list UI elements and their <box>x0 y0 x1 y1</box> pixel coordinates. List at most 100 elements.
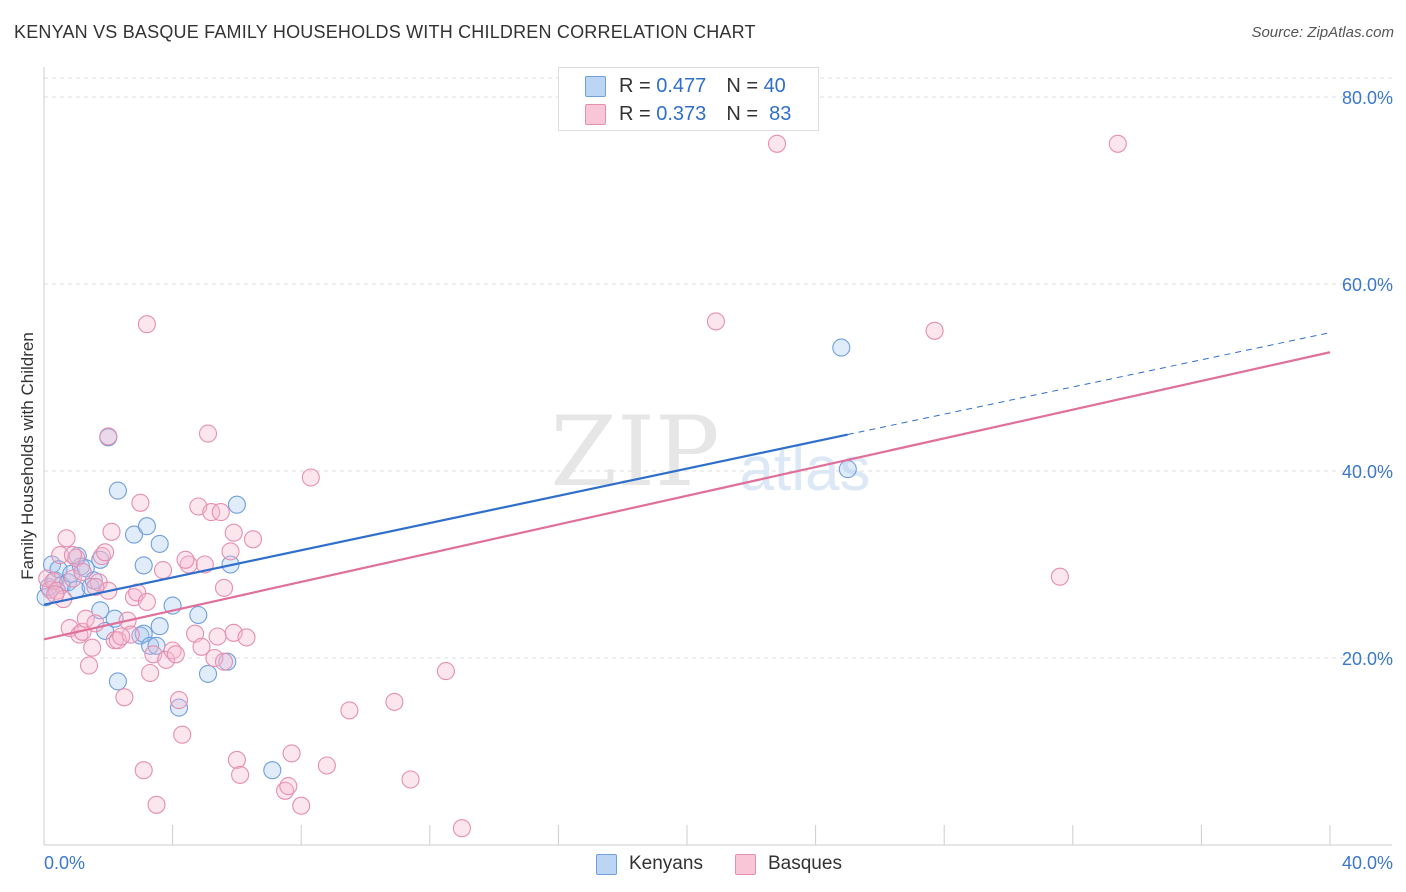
kenyans-point <box>108 672 127 691</box>
basques-point <box>282 744 301 763</box>
basques-point <box>83 638 102 657</box>
basques-point <box>224 523 243 542</box>
basques-point <box>96 543 115 562</box>
kenyans-point <box>150 534 169 553</box>
basques-point <box>214 578 234 597</box>
kenyans-legend-label: Kenyans <box>629 853 703 874</box>
basques-point <box>79 656 99 675</box>
y-tick-label: 60.0% <box>1342 275 1393 295</box>
basques-point <box>292 796 311 815</box>
y-tick-label: 40.0% <box>1342 462 1393 482</box>
basques-point <box>340 701 359 720</box>
basques-trend-line <box>43 351 1331 641</box>
legend-basques-n-value: 83 <box>769 102 792 125</box>
kenyans-point <box>832 338 851 357</box>
kenyans-point <box>124 525 144 544</box>
basques-point <box>86 577 105 596</box>
y-axis-label: Family Households with Children <box>18 332 37 580</box>
basques-point <box>63 569 82 588</box>
basques-point <box>767 134 787 153</box>
basques-point <box>176 550 195 569</box>
basques-point <box>706 312 725 331</box>
y-tick-label: 20.0% <box>1342 649 1393 669</box>
basques-point <box>317 756 336 775</box>
basques-point <box>243 530 263 549</box>
legend-r-label: R = <box>619 102 651 125</box>
basques-point <box>57 529 76 548</box>
basques-point <box>147 795 166 814</box>
basques-point <box>925 321 944 340</box>
kenyans-swatch-icon <box>585 75 606 97</box>
x-tick-label-min: 0.0% <box>44 853 85 873</box>
y-tick-label: 80.0% <box>1342 88 1393 108</box>
chart-source: Source: ZipAtlas.com <box>1251 24 1394 41</box>
kenyans-legend-icon <box>596 853 617 875</box>
basques-point <box>401 770 420 789</box>
legend-n-label: N = <box>726 102 758 125</box>
kenyans-point <box>169 698 189 717</box>
kenyans-point <box>189 605 208 625</box>
x-tick-label-max: 40.0% <box>1342 853 1393 873</box>
kenyans-point <box>108 481 127 500</box>
basques-point <box>279 777 298 796</box>
basques-point <box>102 522 121 541</box>
basques-point <box>166 645 185 664</box>
basques-point <box>452 819 471 838</box>
kenyans-point <box>137 517 156 536</box>
basques-point <box>231 765 250 784</box>
basques-point <box>169 691 189 710</box>
basques-point <box>227 750 246 769</box>
basques-point <box>205 648 224 668</box>
basques-point <box>173 725 192 744</box>
basques-point <box>134 761 153 780</box>
watermark-zip: ZIP <box>550 396 719 508</box>
kenyans-trend-extension <box>847 332 1331 436</box>
basques-point <box>198 424 218 443</box>
tick-labels: 20.0% 40.0% 60.0% 80.0% 0.0% 40.0% <box>44 88 1393 873</box>
basques-point <box>436 662 455 681</box>
basques-point <box>153 561 173 580</box>
basques-point <box>131 493 150 512</box>
basques-point <box>301 468 320 487</box>
kenyans-point <box>150 617 169 636</box>
kenyans-point <box>227 495 246 514</box>
basques-point <box>1108 134 1127 153</box>
legend-row-kenyans: R = 0.477 N = 40 <box>585 73 786 99</box>
basques-point <box>141 663 160 683</box>
kenyans-point <box>198 664 218 683</box>
legend-r-label: R = <box>619 74 651 97</box>
basques-legend-label: Basques <box>768 853 842 874</box>
basques-legend-icon <box>735 853 756 875</box>
basques-swatch-icon <box>585 103 606 125</box>
kenyans-point <box>838 460 857 479</box>
basques-point <box>221 542 240 561</box>
points-layer <box>36 134 1127 838</box>
basques-point <box>237 628 256 647</box>
bottom-legend-basques[interactable]: Basques <box>735 852 842 876</box>
basques-point <box>385 692 404 711</box>
basques-point <box>208 627 227 646</box>
legend-n-label: N = <box>726 74 758 97</box>
basques-point <box>214 652 234 671</box>
legend-row-basques: R = 0.373 N = 83 <box>585 101 791 127</box>
basques-point <box>1050 567 1069 586</box>
kenyans-point <box>263 761 282 780</box>
basques-point <box>211 503 230 522</box>
basques-point <box>186 624 205 643</box>
bottom-legend-kenyans[interactable]: Kenyans <box>596 852 703 876</box>
basques-point <box>99 427 118 446</box>
kenyans-point <box>134 556 153 575</box>
basques-point <box>137 315 156 334</box>
legend-kenyans-n-value: 40 <box>763 74 786 97</box>
stats-legend: R = 0.477 N = 40 R = 0.373 N = 83 <box>558 67 819 131</box>
basques-point <box>137 592 156 611</box>
basques-point <box>112 627 131 646</box>
basques-point <box>63 546 82 565</box>
chart-title: KENYAN VS BASQUE FAMILY HOUSEHOLDS WITH … <box>14 22 756 42</box>
basques-point <box>202 503 221 522</box>
basques-point <box>115 688 134 707</box>
kenyans-trend-line <box>43 433 848 606</box>
basques-point <box>157 650 176 669</box>
axis-layer <box>43 67 1392 846</box>
basques-point <box>73 562 92 582</box>
